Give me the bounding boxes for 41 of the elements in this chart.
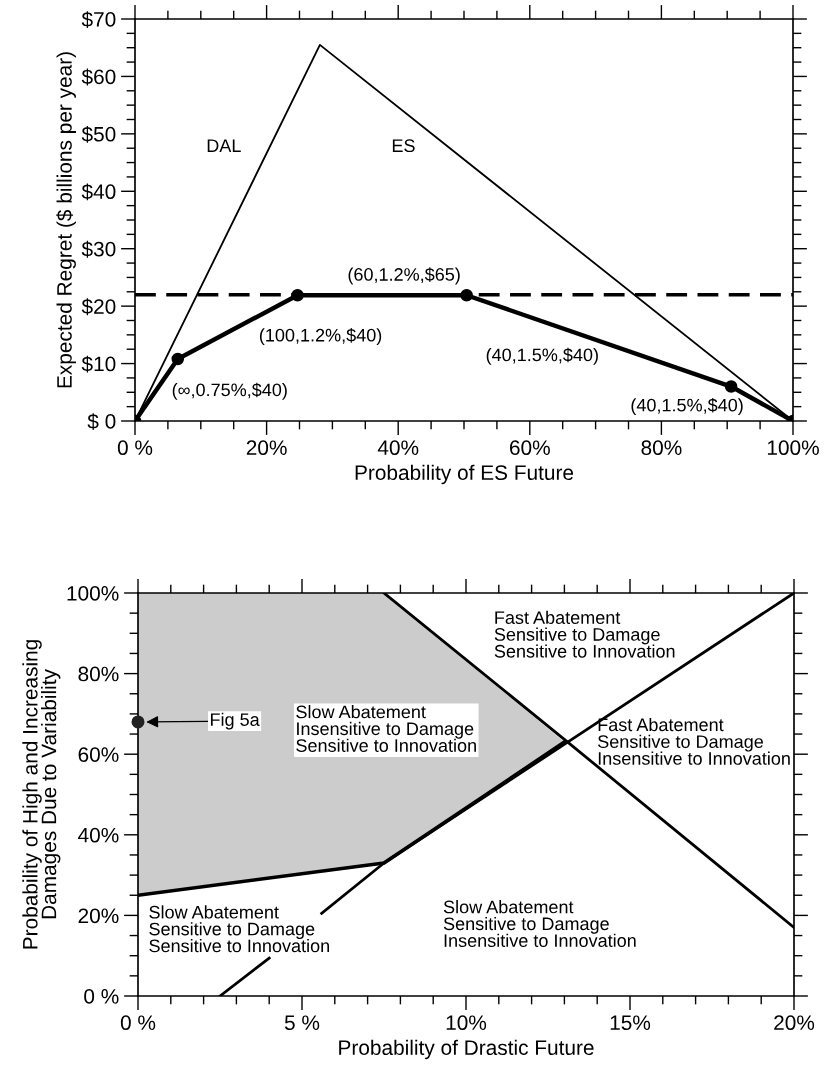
y-tick-label: $60 bbox=[81, 68, 116, 86]
x-axis-title: Probability of ES Future bbox=[355, 464, 574, 485]
annotation: Slow Abatement Insensitive to Damage Sensitive to Innovation bbox=[296, 705, 476, 752]
annotation: DAL bbox=[207, 139, 241, 152]
x-tick-label: 0 % bbox=[117, 440, 153, 456]
y-tick-label: 80% bbox=[78, 666, 119, 682]
x-axis-title: Probability of Drastic Future bbox=[339, 1039, 594, 1060]
y-tick-label: 40% bbox=[78, 827, 119, 843]
y-tick-label: $50 bbox=[81, 125, 116, 143]
x-tick-label: 40% bbox=[377, 440, 419, 456]
y-tick-label: $ 0 bbox=[87, 413, 116, 430]
x-tick-label: 5 % bbox=[284, 1015, 320, 1031]
annotation: (40,1.5%,$40) bbox=[631, 397, 743, 416]
x-tick-label: 0 % bbox=[120, 1015, 156, 1031]
x-tick-label: 10% bbox=[446, 1015, 487, 1031]
x-tick-label: 15% bbox=[610, 1015, 651, 1031]
y-tick-label: $30 bbox=[81, 240, 116, 258]
x-tick-label: 80% bbox=[641, 440, 682, 456]
y-tick-label: $40 bbox=[81, 183, 116, 201]
y-tick-label: 100% bbox=[67, 586, 119, 601]
y-tick-label: 60% bbox=[78, 747, 119, 762]
annotation: Fast Abatement Sensitive to Damage Sensitive to Innovation bbox=[494, 610, 675, 658]
annotation: Fig 5a bbox=[210, 712, 260, 730]
annotation: (60,1.2%,$65) bbox=[348, 267, 460, 285]
x-tick-label: 100% bbox=[767, 440, 819, 456]
annotation: (100,1.2%,$40) bbox=[259, 328, 382, 346]
y-tick-label: 20% bbox=[78, 908, 119, 924]
annotation: ES bbox=[392, 139, 415, 153]
x-tick-label: 60% bbox=[510, 440, 550, 456]
annotation: (40,1.5%,$40) bbox=[486, 347, 598, 365]
y-axis-title: Expected Regret ($ billions per year) bbox=[56, 52, 76, 388]
annotation: (∞,0.75%,$40) bbox=[172, 382, 287, 400]
y-axis-title: Probability of High and Increasing Damages Due to Variability bbox=[22, 640, 61, 949]
x-tick-label: 20% bbox=[246, 440, 287, 456]
y-tick-label: 0 % bbox=[84, 989, 119, 1004]
y-tick-label: $20 bbox=[81, 298, 116, 316]
annotation: Slow Abatement Sensitive to Damage Insensitive to Innovation bbox=[443, 900, 636, 948]
y-tick-label: $10 bbox=[81, 355, 116, 373]
annotation: Slow Abatement Sensitive to Damage Sensitive to Innovation bbox=[149, 905, 329, 953]
x-tick-label: 20% bbox=[774, 1015, 815, 1031]
y-tick-label: $70 bbox=[81, 11, 116, 28]
